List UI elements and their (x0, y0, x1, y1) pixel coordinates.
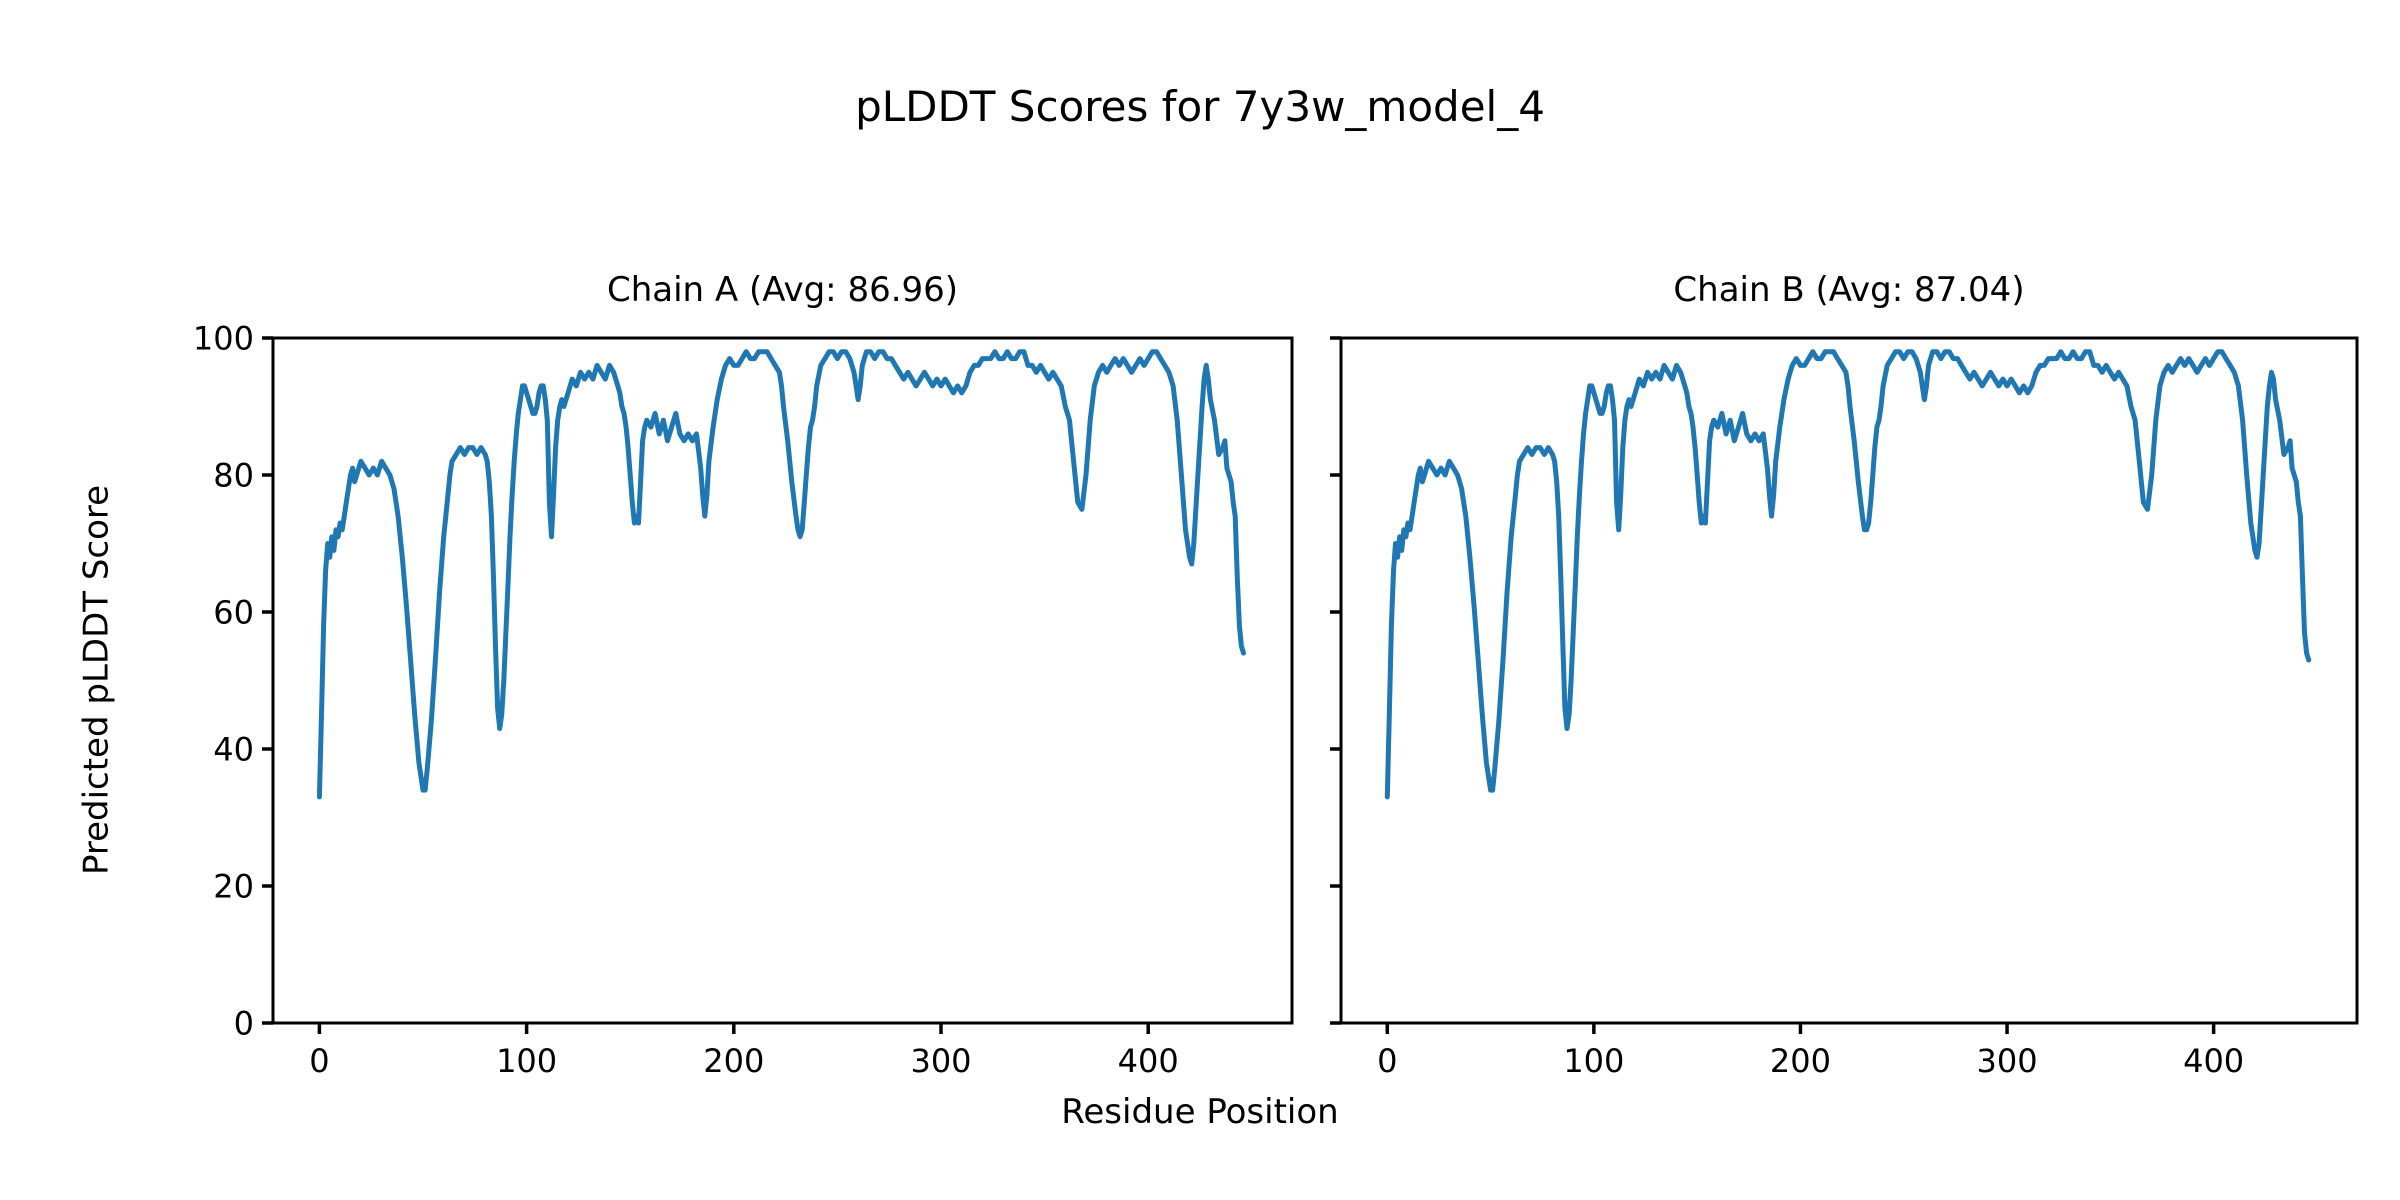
chain-a-title: Chain A (Avg: 86.96) (606, 270, 959, 310)
axes-spines (271, 336, 1294, 1025)
y-tick-label: 0 (234, 1005, 254, 1043)
x-tick-label: 300 (910, 1042, 971, 1080)
x-tick-label: 200 (703, 1042, 764, 1080)
plddt-line-chain-b (1384, 349, 2312, 800)
y-tick-label: 20 (213, 868, 254, 906)
x-tick-label: 400 (1118, 1042, 1179, 1080)
y-tick-label: 100 (193, 320, 254, 358)
x-tick-label: 0 (1377, 1042, 1397, 1080)
chain-b-title: Chain B (Avg: 87.04) (1673, 270, 2025, 310)
y-tick-label: 80 (213, 457, 254, 495)
plddt-line-chain-a (316, 349, 1246, 800)
x-tick-label: 200 (1770, 1042, 1831, 1080)
y-tick-label: 40 (213, 731, 254, 769)
figure-title: pLDDT Scores for 7y3w_model_4 (855, 82, 1545, 131)
x-tick-label: 100 (496, 1042, 557, 1080)
x-tick-label: 100 (1563, 1042, 1624, 1080)
x-tick-label: 400 (2183, 1042, 2244, 1080)
x-tick-label: 300 (1977, 1042, 2038, 1080)
x-tick-label: 0 (309, 1042, 329, 1080)
axes-spines (1339, 336, 2359, 1025)
y-tick-label: 60 (213, 594, 254, 632)
x-axis-label: Residue Position (1061, 1092, 1339, 1132)
